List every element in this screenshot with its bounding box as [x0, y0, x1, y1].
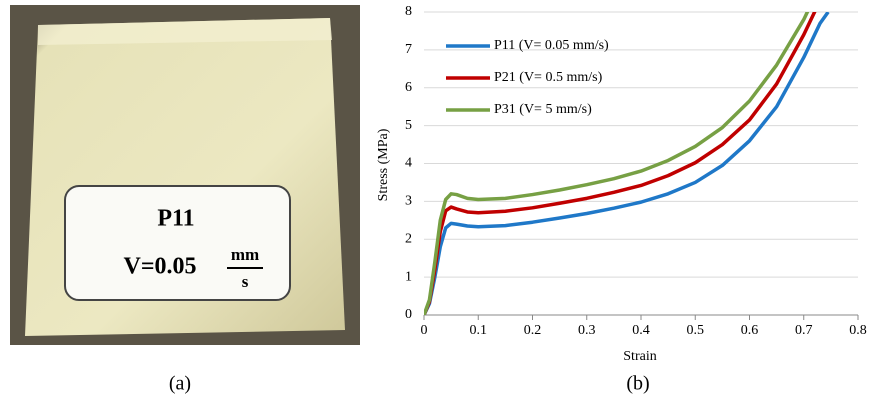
y-tick-label: 1: [405, 269, 412, 284]
legend-label: P11 (V= 0.05 mm/s): [494, 38, 609, 53]
unit-numerator: mm: [231, 245, 259, 264]
y-tick-label: 4: [405, 156, 412, 171]
legend-label: P21 (V= 0.5 mm/s): [494, 70, 603, 85]
y-tick-label: 6: [405, 80, 412, 95]
series: [424, 12, 830, 315]
x-tick-label: 0.6: [741, 323, 759, 338]
x-tick-label: 0.5: [687, 323, 705, 338]
series: [424, 12, 810, 315]
x-tick-label: 0.4: [632, 323, 650, 338]
x-tick-label: 0.2: [524, 323, 542, 338]
unit-denominator: s: [242, 272, 249, 291]
caption: (a): [169, 373, 191, 395]
legend-label: P31 (V= 5 mm/s): [494, 102, 592, 117]
y-tick-label: 5: [405, 118, 412, 133]
series: [424, 12, 817, 315]
x-axis-label: Strain: [623, 349, 656, 364]
y-tick-label: 2: [405, 231, 412, 246]
data-line: [424, 12, 830, 315]
data-line: [424, 12, 817, 315]
foam-top: [38, 18, 332, 45]
x-tick-label: 0.3: [578, 323, 596, 338]
label-speed: V=0.05: [123, 254, 196, 280]
x-tick-label: 0.7: [795, 323, 813, 338]
y-tick-label: 0: [405, 307, 412, 322]
y-axis-label: Stress (MPa): [376, 128, 391, 201]
photo: P11 V=0.05 mm s: [10, 5, 360, 345]
caption: (b): [626, 373, 649, 395]
x-tick-label: 0: [421, 323, 428, 338]
y-tick-label: 3: [405, 194, 412, 209]
data-line: [424, 12, 810, 315]
x-tick-label: 0.1: [470, 323, 488, 338]
y-tick-label: 8: [405, 4, 412, 19]
label-title: P11: [157, 206, 194, 232]
sample-label: [64, 185, 291, 301]
y-tick-label: 7: [405, 42, 412, 57]
x-tick-label: 0.8: [849, 323, 867, 338]
